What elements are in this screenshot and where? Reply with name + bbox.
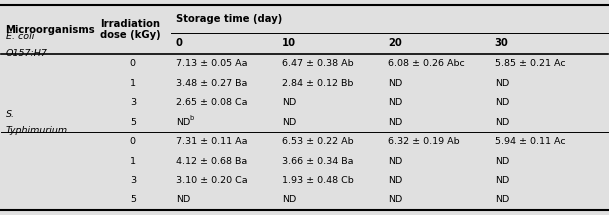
Text: ND: ND xyxy=(495,157,509,166)
Text: 5: 5 xyxy=(130,118,136,127)
Text: ND: ND xyxy=(175,118,190,127)
Text: 0: 0 xyxy=(130,59,136,68)
Text: 3: 3 xyxy=(130,176,136,185)
Text: S.: S. xyxy=(5,110,15,119)
Text: ND: ND xyxy=(389,157,403,166)
Text: ND: ND xyxy=(282,118,296,127)
Text: 3.48 ± 0.27 Ba: 3.48 ± 0.27 Ba xyxy=(175,79,247,88)
Text: 4.12 ± 0.68 Ba: 4.12 ± 0.68 Ba xyxy=(175,157,247,166)
Text: 3: 3 xyxy=(130,98,136,107)
Text: 0: 0 xyxy=(130,137,136,146)
Text: 5.85 ± 0.21 Ac: 5.85 ± 0.21 Ac xyxy=(495,59,565,68)
Text: 6.08 ± 0.26 Abc: 6.08 ± 0.26 Abc xyxy=(389,59,465,68)
Text: b: b xyxy=(189,115,193,121)
Text: Storage time (day): Storage time (day) xyxy=(175,14,282,24)
Text: ND: ND xyxy=(389,118,403,127)
Text: 10: 10 xyxy=(282,38,296,48)
Text: 1: 1 xyxy=(130,157,136,166)
Text: 30: 30 xyxy=(495,38,509,48)
Text: ND: ND xyxy=(495,176,509,185)
Text: ND: ND xyxy=(282,195,296,204)
Text: Microorganisms: Microorganisms xyxy=(5,25,95,35)
Text: 1.93 ± 0.48 Cb: 1.93 ± 0.48 Cb xyxy=(282,176,354,185)
Text: 1: 1 xyxy=(130,79,136,88)
Text: 6.53 ± 0.22 Ab: 6.53 ± 0.22 Ab xyxy=(282,137,354,146)
Text: 2.84 ± 0.12 Bb: 2.84 ± 0.12 Bb xyxy=(282,79,353,88)
Text: ND: ND xyxy=(389,79,403,88)
Text: ND: ND xyxy=(389,176,403,185)
Text: ND: ND xyxy=(389,98,403,107)
Text: 6.47 ± 0.38 Ab: 6.47 ± 0.38 Ab xyxy=(282,59,354,68)
Text: ND: ND xyxy=(495,195,509,204)
Text: 2.65 ± 0.08 Ca: 2.65 ± 0.08 Ca xyxy=(175,98,247,107)
Text: 5.94 ± 0.11 Ac: 5.94 ± 0.11 Ac xyxy=(495,137,565,146)
Text: ND: ND xyxy=(389,195,403,204)
Text: 0: 0 xyxy=(175,38,183,48)
Text: ND: ND xyxy=(282,98,296,107)
Text: ND: ND xyxy=(495,79,509,88)
Text: O157:H7: O157:H7 xyxy=(5,49,48,58)
Text: ND: ND xyxy=(495,118,509,127)
Text: 20: 20 xyxy=(389,38,402,48)
Text: 5: 5 xyxy=(130,195,136,204)
Text: 3.66 ± 0.34 Ba: 3.66 ± 0.34 Ba xyxy=(282,157,353,166)
Text: 7.13 ± 0.05 Aa: 7.13 ± 0.05 Aa xyxy=(175,59,247,68)
Text: 6.32 ± 0.19 Ab: 6.32 ± 0.19 Ab xyxy=(389,137,460,146)
Text: Irradiation
dose (kGy): Irradiation dose (kGy) xyxy=(100,19,160,40)
Text: ND: ND xyxy=(495,98,509,107)
Text: ND: ND xyxy=(175,195,190,204)
Text: E. coli: E. coli xyxy=(5,32,34,41)
Text: 7.31 ± 0.11 Aa: 7.31 ± 0.11 Aa xyxy=(175,137,247,146)
Text: Typhimurium: Typhimurium xyxy=(5,126,68,135)
Text: 3.10 ± 0.20 Ca: 3.10 ± 0.20 Ca xyxy=(175,176,247,185)
